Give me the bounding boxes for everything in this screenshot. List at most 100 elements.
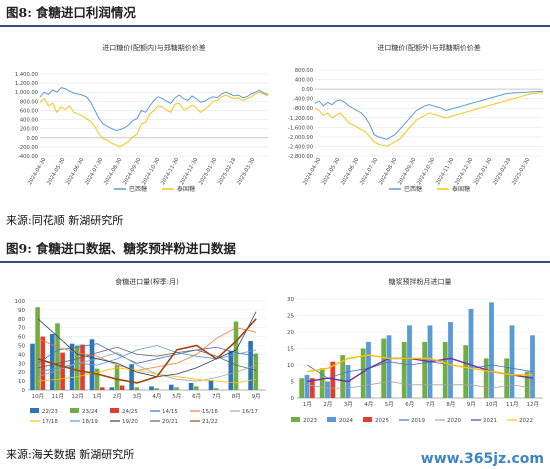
bar [386,335,392,398]
legend-label: 22/23 [42,409,58,415]
x-tick-label: 10月 [32,393,45,400]
x-tick-label: 7月 [212,393,221,400]
bar [309,378,315,398]
y-tick-label: 100 [15,299,26,305]
chart-import-out-quota: 进口糖价(配额外)与郑糖期价价差 -2,800.00 -2,400.00 -2,000… [288,43,544,193]
bar [483,358,489,398]
series-line [37,318,257,384]
series-line [307,361,533,379]
bar [75,345,80,390]
bar [30,343,35,390]
y-tick-label: -1,600.00 [288,125,313,131]
series-line [37,343,257,364]
figure9-number: 图9: [6,241,32,256]
bar [50,333,55,390]
chart-title: 进口糖价(配额内)与郑糖期价价差 [102,43,205,52]
x-tick-label: 2025-02-28 [217,157,237,186]
y-tick-label: 40 [18,352,25,358]
x-tick-label: 4月 [364,401,373,408]
chart-title: 食糖进口量(榨季:月) [115,277,179,286]
bar [154,388,159,390]
bar [55,323,60,391]
legend-label: 2022 [519,418,533,424]
y-tick-label: 10 [287,363,294,369]
legend-swatch [110,408,119,413]
x-tick-label: 2024-11-30 [160,157,180,186]
series-line [39,87,269,132]
chart-title: 糖浆预拌粉月进口量 [389,277,452,286]
legend-label: 15/16 [202,409,218,415]
x-tick-label: 12月 [71,393,84,400]
x-tick-label: 2024-05-30 [46,157,66,186]
y-tick-label: 20 [287,330,294,336]
figure9-source: 来源:海关数据 新湖研究所 [6,448,135,461]
bar [381,338,387,398]
legend-label: 2021 [483,418,497,424]
y-tick-label: 50 [18,344,25,350]
y-tick-label: -400.00 [18,154,38,160]
bar [366,341,371,398]
y-tick-label: 800.00 [295,68,313,74]
bar [448,322,453,398]
y-tick-label: -2,000.00 [288,135,313,141]
bar [407,325,412,398]
bar [325,381,330,398]
x-tick-label: 1月 [303,401,312,408]
bar [530,335,535,398]
bar [208,380,214,390]
x-tick-label: 2024-12-30 [179,157,199,186]
bar [109,387,115,390]
y-tick-label: -2,400.00 [288,144,313,150]
x-tick-label: 2024-05-30 [321,157,341,186]
legend-label: 巴西糖 [404,185,422,193]
y-tick-label: 90 [18,308,25,314]
legend-label: 16/17 [242,409,258,415]
legend-label: 21/22 [202,419,218,425]
bar [40,336,46,390]
bar [169,384,174,390]
x-tick-label: 2025-02-28 [492,157,512,186]
bar [228,350,234,390]
x-tick-label: 5月 [385,401,394,408]
bar [100,387,105,390]
y-tick-label: 0 [22,388,26,394]
y-tick-label: 600.00 [20,108,38,114]
bar [129,364,134,390]
bar [330,361,336,398]
legend-swatch [30,408,39,413]
bar [442,341,448,398]
bar [80,344,85,390]
y-tick-label: 20 [18,370,25,376]
x-tick-label: 1月 [93,393,102,400]
legend-label: 14/15 [162,409,178,415]
legend-label: 23/24 [82,409,98,415]
bar [253,353,259,390]
x-tick-label: 2025-03-30 [511,157,531,186]
legend-label: 泰国糖 [177,185,195,193]
y-tick-label: 30 [287,297,294,303]
y-tick-label: 400.00 [20,118,38,124]
x-tick-label: 7月 [426,401,435,408]
legend-label: 2023 [303,418,317,424]
x-tick-label: 3月 [133,393,142,400]
bar [468,308,474,398]
legend-label: 19/20 [122,419,138,425]
bar [509,325,515,398]
bar [134,387,140,390]
bar [114,365,120,390]
x-tick-label: 2024-04-30 [302,157,322,186]
figure9-title-text: 食糖进口数据、糖浆预拌粉进口数据 [35,241,236,256]
bar [319,368,325,398]
x-tick-label: 4月 [152,393,161,400]
legend-label: 巴西糖 [129,185,147,193]
y-tick-label: 400.00 [295,78,313,84]
legend-swatch [327,417,336,422]
x-tick-label: 2024-12-30 [454,157,474,186]
legend-label: 泰国糖 [452,185,470,193]
x-tick-label: 6月 [192,393,201,400]
x-tick-label: 2024-04-30 [27,157,47,186]
bar [213,388,219,390]
watermark: www.365jz.com [420,451,544,467]
y-tick-label: 0 [291,396,295,402]
bar [174,387,179,390]
